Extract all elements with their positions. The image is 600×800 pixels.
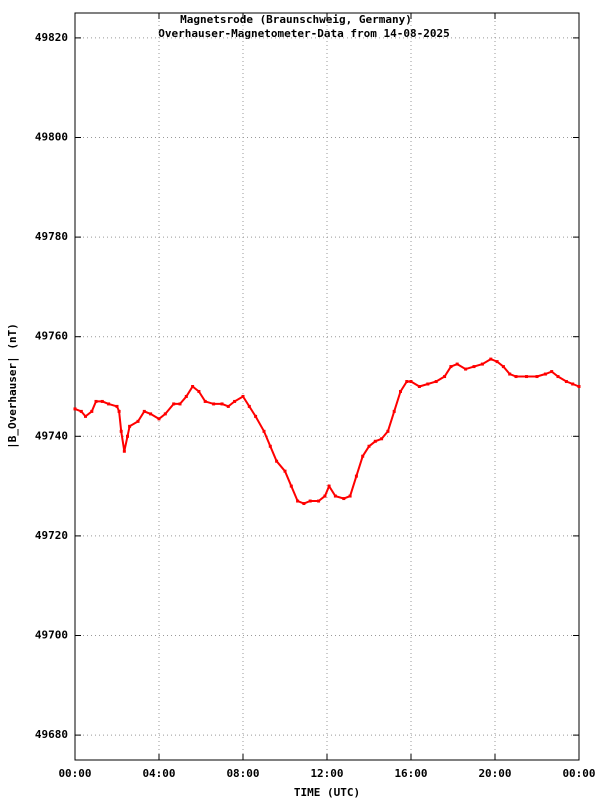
data-point: [126, 434, 129, 438]
data-point: [184, 394, 188, 398]
data-point: [115, 404, 119, 408]
y-tick-label: 49820: [35, 31, 68, 44]
data-point: [79, 409, 83, 413]
data-point: [212, 402, 216, 406]
data-point: [550, 370, 554, 374]
data-point: [434, 380, 438, 384]
data-point: [268, 444, 272, 448]
data-point: [399, 389, 402, 393]
y-tick-label: 49700: [35, 629, 68, 642]
x-tick-label: 20:00: [478, 767, 511, 780]
data-point: [472, 365, 476, 369]
data-point: [354, 474, 358, 478]
data-point: [275, 459, 279, 463]
data-point: [508, 372, 512, 376]
data-point: [380, 437, 384, 441]
chart-title: Magnetsrode (Braunschweig, Germany): [180, 13, 412, 26]
data-point: [142, 409, 146, 413]
data-point: [149, 412, 153, 416]
data-point: [556, 375, 560, 379]
data-point: [262, 429, 266, 433]
data-point: [178, 402, 182, 406]
data-point: [367, 444, 371, 448]
data-point: [443, 375, 447, 379]
data-point: [514, 375, 518, 379]
data-point: [254, 414, 258, 418]
y-axis-label: |B_Overhauser| (nT): [6, 323, 19, 449]
x-tick-label: 00:00: [58, 767, 91, 780]
data-point: [226, 404, 230, 408]
data-point: [386, 429, 390, 433]
data-point: [122, 449, 126, 453]
y-tick-label: 49680: [35, 728, 68, 741]
x-tick-label: 04:00: [142, 767, 175, 780]
data-point: [449, 365, 453, 369]
data-point: [373, 439, 377, 443]
data-point: [107, 402, 111, 406]
data-point: [543, 372, 547, 376]
data-point: [241, 394, 245, 398]
chart-subtitle: Overhauser-Magnetometer-Data from 14-08-…: [158, 27, 449, 40]
data-point: [90, 409, 94, 413]
data-point: [464, 367, 468, 371]
data-point: [571, 382, 575, 386]
data-point: [426, 382, 430, 386]
data-point: [480, 362, 484, 366]
y-tick-label: 49720: [35, 529, 68, 542]
data-point: [100, 399, 104, 403]
data-point: [455, 362, 459, 366]
data-point: [84, 414, 87, 418]
data-point: [409, 380, 413, 384]
y-tick-label: 49780: [35, 230, 68, 243]
data-point: [117, 409, 121, 413]
data-point: [405, 380, 409, 384]
y-tick-label: 49800: [35, 131, 68, 144]
data-point: [392, 409, 396, 413]
data-point: [317, 499, 321, 503]
data-point: [233, 399, 237, 403]
data-point: [308, 499, 312, 503]
data-point: [119, 429, 123, 433]
x-tick-label: 16:00: [394, 767, 427, 780]
data-point: [203, 399, 207, 403]
x-tick-label: 08:00: [226, 767, 259, 780]
data-point: [283, 469, 287, 473]
data-point: [296, 499, 300, 503]
x-tick-label: 00:00: [562, 767, 595, 780]
data-point: [323, 494, 327, 498]
x-axis-label: TIME (UTC): [294, 786, 360, 799]
data-point: [163, 412, 167, 416]
data-point: [564, 380, 568, 384]
data-point: [302, 502, 306, 506]
y-tick-label: 49760: [35, 330, 68, 343]
data-point: [94, 399, 98, 403]
data-point: [495, 360, 499, 364]
data-point: [577, 385, 581, 388]
x-tick-label: 12:00: [310, 767, 343, 780]
data-point: [172, 402, 176, 406]
data-point: [157, 417, 161, 421]
data-point: [136, 419, 140, 423]
data-point: [489, 357, 493, 361]
data-point: [333, 494, 337, 498]
data-point: [535, 375, 539, 379]
data-point: [417, 385, 421, 388]
data-point: [348, 494, 352, 498]
y-tick-label: 49740: [35, 429, 68, 442]
data-point: [501, 365, 505, 369]
data-point: [327, 484, 331, 488]
data-point: [220, 402, 224, 406]
data-point: [289, 484, 293, 488]
data-point: [361, 454, 365, 458]
data-point: [73, 407, 77, 411]
data-point: [191, 385, 195, 388]
data-point: [525, 375, 528, 379]
data-point: [128, 424, 132, 428]
data-point: [342, 497, 346, 501]
data-point: [197, 389, 201, 393]
data-point: [247, 404, 251, 408]
